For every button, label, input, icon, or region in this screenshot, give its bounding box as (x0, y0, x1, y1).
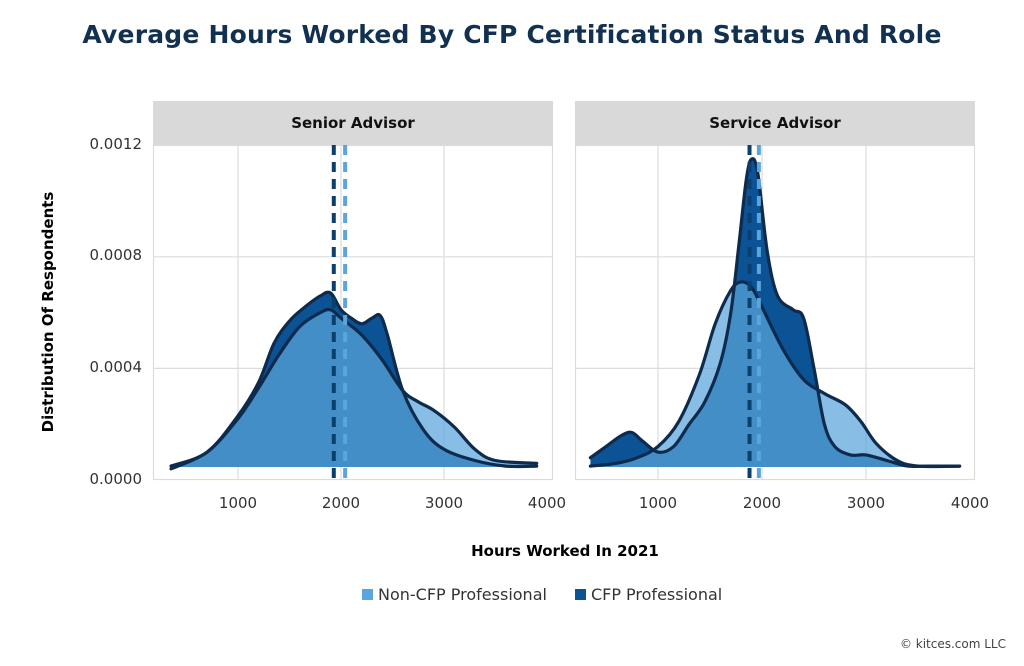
cfp-density-outline (169, 290, 539, 469)
facet-header-bg (575, 101, 975, 145)
y-tick-label: 0.0012 (89, 135, 143, 153)
legend-swatch-icon (574, 589, 586, 600)
y-tick-label: 0.0000 (89, 470, 143, 488)
legend: Non-CFP Professional CFP Professional (362, 585, 722, 604)
x-tick-label: 4000 (527, 494, 567, 512)
facet-header-bg (153, 101, 553, 145)
y-tick-label: 0.0008 (89, 246, 143, 264)
x-tick-label: 1000 (218, 494, 258, 512)
y-axis-label: Distribution Of Respondents (39, 191, 57, 433)
legend-label: Non-CFP Professional (378, 585, 547, 604)
legend-item-non-cfp: Non-CFP Professional (362, 585, 547, 604)
cfp-density-area (590, 158, 960, 467)
legend-swatch-icon (362, 589, 373, 600)
density-areas (169, 145, 539, 480)
density-areas (588, 145, 962, 480)
x-tick-label: 2000 (742, 494, 782, 512)
x-tick-label: 1000 (638, 494, 678, 512)
x-axis-label: Hours Worked In 2021 (471, 542, 659, 560)
x-tick-label: 3000 (424, 494, 464, 512)
facet-senior-advisor (152, 101, 554, 481)
cfp-density-outline (588, 157, 962, 469)
legend-item-cfp: CFP Professional (574, 585, 723, 604)
x-tick-label: 4000 (950, 494, 990, 512)
x-tick-label: 3000 (846, 494, 886, 512)
x-tick-label: 2000 (321, 494, 361, 512)
facet-label-service-advisor: Service Advisor (709, 114, 841, 132)
chart-title: Average Hours Worked By CFP Certificatio… (82, 20, 942, 49)
non-cfp-density-outline (169, 307, 539, 471)
non-cfp-density-area (171, 309, 537, 469)
copyright: © kitces.com LLC (899, 637, 1006, 651)
y-tick-label: 0.0004 (89, 358, 143, 376)
non-cfp-density-area (590, 281, 960, 467)
facet-label-senior-advisor: Senior Advisor (291, 114, 415, 132)
non-cfp-density-outline (588, 280, 962, 469)
legend-label: CFP Professional (590, 585, 723, 604)
facet-service-advisor (574, 101, 976, 481)
